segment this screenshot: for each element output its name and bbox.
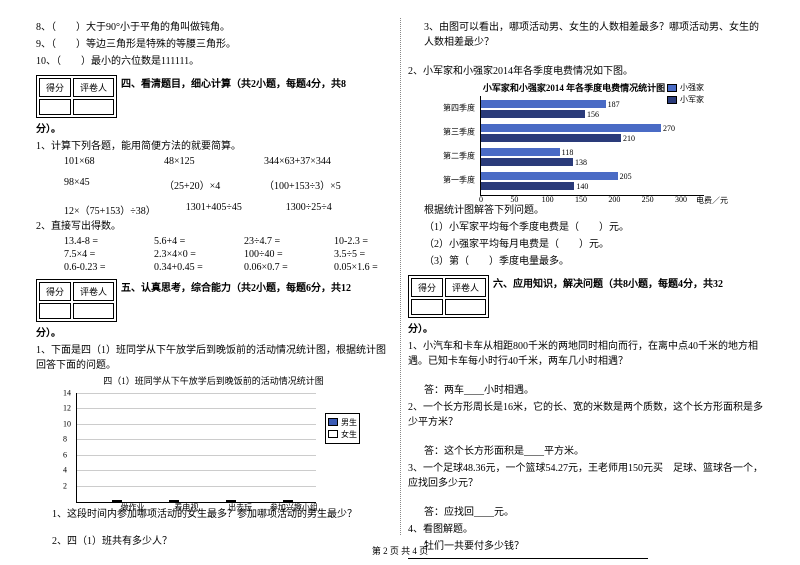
q5-1a: 1、这段时间内参加哪项活动的女生最多？参加哪项活动的男生最少？ (36, 507, 391, 522)
ans-3: 答：应找回____元。 (408, 505, 764, 520)
calc-row: 101×6848×125344×63+37×344 (36, 156, 391, 167)
q6-3: 3、一个足球48.36元，一个篮球54.27元，王老师用150元买 足球、篮球各… (408, 461, 764, 491)
fen-5: 分）。 (36, 326, 391, 341)
q6-2: 2、一个长方形周长是16米，它的长、宽的米数是两个质数，这个长方形面积是多少平方… (408, 400, 764, 430)
q6-4: 4、看图解题。 (408, 522, 764, 537)
q5-1c: 3、由图可以看出，哪项活动男、女生的人数相差最多？哪项活动男、女生的人数相差最少… (408, 20, 764, 50)
score-box-4: 得分评卷人 (36, 75, 117, 118)
q2-hdr: 2、小军家和小强家2014年各季度电费情况如下图。 (408, 64, 764, 79)
q2-1: （1）小军家平均每个季度电费是（ ）元。 (408, 220, 764, 235)
chart1-bar: 2468101214做作业看电视出去玩参加兴趣小组 男生 女生 (76, 393, 316, 503)
q2-3: （3）第（ ）季度电量最多。 (408, 254, 764, 269)
fen-4: 分）。 (36, 122, 391, 137)
score-box-6: 得分评卷人 (408, 275, 489, 318)
calc-row: 12×（75+153）÷38）1301+405÷451300÷25÷4 (36, 202, 391, 217)
chart1-legend: 男生 女生 (325, 413, 360, 444)
calc-row: 0.6-0.23 =0.34+0.45 =0.06×0.7 =0.05×1.6 … (36, 262, 391, 273)
ans-2: 答：这个长方形面积是____平方米。 (408, 444, 764, 459)
hline (408, 558, 648, 559)
section-4-title: 四、看清题目，细心计算（共2小题，每题4分，共8 (121, 75, 346, 90)
q2-2: （2）小强家平均每月电费是（ ）元。 (408, 237, 764, 252)
page-footer: 第 2 页 共 4 页 (0, 544, 800, 557)
calc-row: 7.5×4 =2.3×4×0 =100÷40 =3.5÷5 = (36, 249, 391, 260)
chart2-hbar: 小军家和小强家2014 年各季度电费情况统计图 小强家 小军家 第四季度1871… (444, 81, 704, 201)
section-6-title: 六、应用知识，解决问题（共8小题，每题4分，共32 (493, 275, 723, 290)
score-box-5: 得分评卷人 (36, 279, 117, 322)
q6-1: 1、小汽车和卡车从相距800千米的两地同时相向而行，在离中点40千米的地方相遇。… (408, 339, 764, 369)
judge-9: 9、（ ）等边三角形是特殊的等腰三角形。 (36, 37, 391, 52)
section-5-title: 五、认真思考，综合能力（共2小题，每题6分，共12 (121, 279, 351, 294)
chart1-title: 四（1）班同学从下午放学后到晚饭前的活动情况统计图 (36, 375, 391, 389)
ans-1: 答：两车____小时相遇。 (408, 383, 764, 398)
q4-2: 2、直接写出得数。 (36, 219, 391, 234)
q4-1: 1、计算下列各题，能用简便方法的就要简算。 (36, 139, 391, 154)
judge-10: 10、（ ）最小的六位数是111111。 (36, 54, 391, 69)
fen-6: 分）。 (408, 322, 764, 337)
calc-row: 13.4-8 =5.6+4 =23÷4.7 =10-2.3 = (36, 236, 391, 247)
q5-1: 1、下面是四（1）班同学从下午放学后到晚饭前的活动情况统计图，根据统计图回答下面… (36, 343, 391, 373)
calc-row: 98×45（25+20）×4（100+153÷3）×5 (36, 177, 391, 192)
judge-8: 8、（ ）大于90°小于平角的角叫做钝角。 (36, 20, 391, 35)
